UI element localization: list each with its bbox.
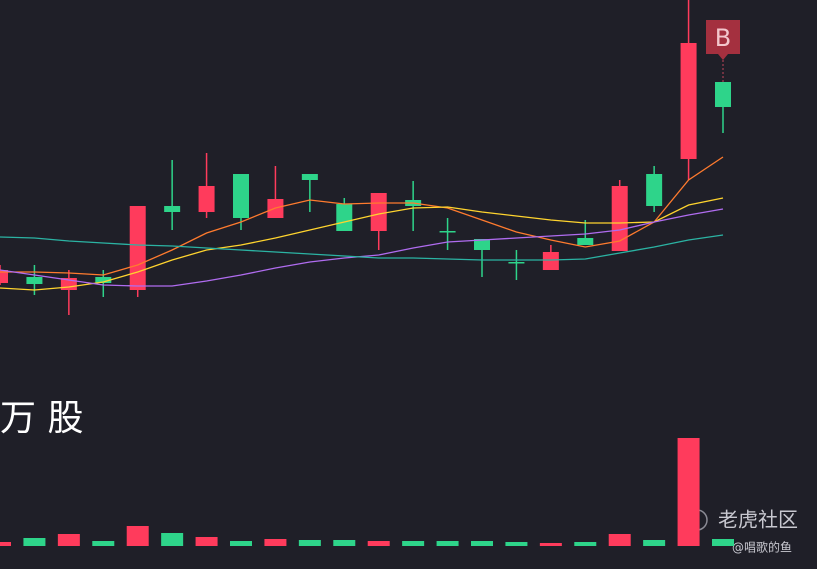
moving-average	[0, 234, 724, 261]
volume-bar	[643, 540, 666, 546]
volume-bar	[92, 541, 115, 546]
candle-body	[542, 252, 559, 270]
author: @唱歌的鱼	[732, 540, 792, 555]
volume-bar	[57, 534, 80, 546]
candle-body	[439, 231, 456, 233]
watermark: 老虎社区	[718, 508, 798, 532]
volume-bar	[539, 543, 562, 546]
candle-body	[611, 186, 628, 251]
signal-badge	[706, 20, 740, 60]
volume-unit: 万 股	[0, 398, 83, 439]
candle-body	[508, 262, 525, 264]
volume-bar	[230, 541, 252, 546]
volume-bar	[23, 538, 46, 546]
volume-bar	[126, 526, 149, 546]
candle-body	[336, 204, 353, 231]
volume-bar	[436, 541, 459, 546]
candle-body	[680, 43, 697, 159]
candle-body	[474, 239, 490, 250]
candle-body	[577, 238, 594, 245]
volume-bar	[402, 541, 425, 546]
candle-body	[646, 174, 663, 206]
candle-body	[26, 277, 43, 284]
signal-label: B	[715, 24, 731, 52]
volume-bar	[264, 539, 287, 546]
volume-bar	[0, 542, 11, 546]
candle-body	[0, 270, 8, 283]
volume-bar	[471, 541, 493, 546]
candle-body	[95, 277, 112, 283]
volume-bar	[505, 542, 528, 546]
moving-average	[0, 156, 724, 276]
volume-bar	[677, 438, 700, 546]
candle-body	[715, 82, 731, 107]
moving-average	[0, 197, 724, 291]
volume-bar	[608, 534, 631, 546]
volume-bar	[195, 537, 218, 546]
candle-body	[301, 174, 318, 180]
volume-bar	[367, 541, 390, 546]
candle-body	[370, 193, 387, 231]
volume-bar	[712, 539, 734, 546]
candle-body	[164, 206, 181, 212]
volume-bar	[161, 533, 184, 546]
volume-bar	[333, 540, 356, 546]
volume-bar	[298, 540, 321, 546]
candle-body	[233, 174, 249, 218]
volume-bar	[574, 542, 597, 546]
candle-body	[129, 206, 146, 290]
candle-body	[198, 186, 215, 212]
